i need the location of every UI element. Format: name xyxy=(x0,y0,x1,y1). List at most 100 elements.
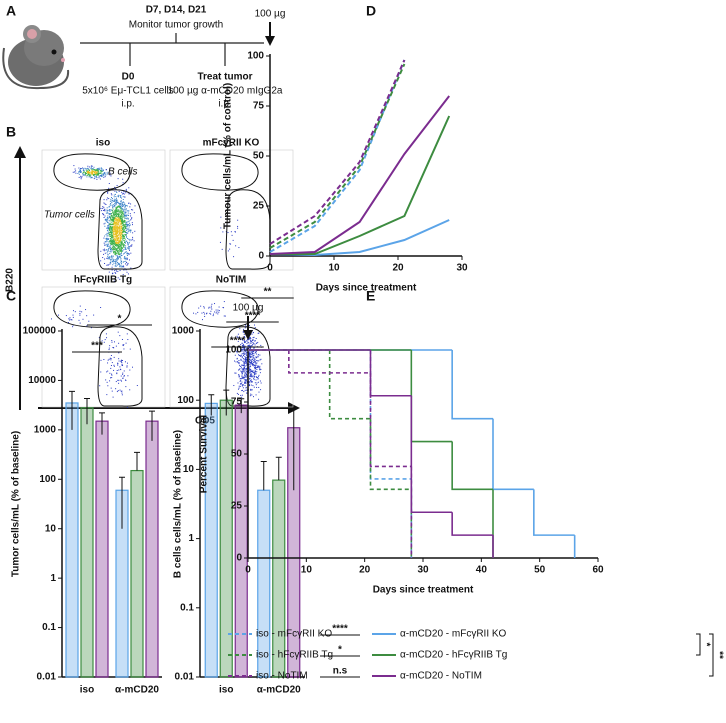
flow-event xyxy=(125,226,127,228)
flow-event xyxy=(82,174,84,176)
flow-event xyxy=(120,261,122,263)
flow-event xyxy=(128,259,130,261)
flow-event xyxy=(130,203,132,205)
flow-event xyxy=(236,335,238,337)
flow-event xyxy=(111,220,113,222)
error-bar xyxy=(84,398,90,425)
flow-event xyxy=(116,199,118,201)
flow-event xyxy=(128,220,130,222)
flow-event xyxy=(246,389,248,391)
flow-event xyxy=(108,246,110,248)
flow-event xyxy=(111,216,113,218)
flow-event xyxy=(244,352,246,354)
flow-event xyxy=(206,312,208,314)
flow-event xyxy=(259,368,261,370)
flow-event xyxy=(245,387,247,389)
flow-event xyxy=(130,230,132,232)
flow-event xyxy=(237,333,239,335)
flow-event xyxy=(107,245,109,247)
flow-event xyxy=(101,174,103,176)
flow-event xyxy=(248,338,250,340)
flow-axis-arrows xyxy=(14,146,300,414)
flow-event xyxy=(242,347,244,349)
flow-event xyxy=(249,361,251,363)
flow-event xyxy=(220,216,222,218)
flow-event xyxy=(103,248,105,250)
y-tick-label: 1000 xyxy=(172,326,195,337)
flow-event xyxy=(121,229,123,231)
flow-event xyxy=(115,247,117,249)
flow-event xyxy=(225,225,227,227)
flow-event xyxy=(118,241,120,243)
flow-event xyxy=(119,247,121,249)
flow-event xyxy=(111,210,113,212)
flow-gate xyxy=(53,290,131,328)
flow-event xyxy=(252,381,254,383)
flow-event xyxy=(244,361,246,363)
flow-event xyxy=(123,348,125,350)
flow-event xyxy=(80,168,82,170)
flow-event xyxy=(245,379,247,381)
flow-event xyxy=(243,328,245,330)
flow-event xyxy=(242,360,244,362)
flow-event xyxy=(252,372,254,374)
flow-event xyxy=(244,345,246,347)
flow-event xyxy=(244,385,246,387)
flow-event xyxy=(122,345,124,347)
flow-event xyxy=(246,365,248,367)
flow-event xyxy=(102,257,104,259)
flow-event xyxy=(251,376,253,378)
flow-event xyxy=(102,213,104,215)
flow-event xyxy=(228,222,230,224)
flow-event xyxy=(131,218,133,220)
flow-event xyxy=(245,382,247,384)
flow-event xyxy=(261,363,263,365)
flow-event xyxy=(118,251,120,253)
flow-event xyxy=(241,385,243,387)
flow-event xyxy=(242,355,244,357)
flow-event xyxy=(244,353,246,355)
flow-event xyxy=(125,247,127,249)
flow-event xyxy=(255,384,257,386)
flow-event xyxy=(122,245,124,247)
flow-event xyxy=(91,173,93,175)
flow-event xyxy=(114,278,116,280)
flow-event xyxy=(248,339,250,341)
flow-event xyxy=(111,266,113,268)
flow-event xyxy=(208,307,210,309)
flow-event xyxy=(119,366,121,368)
flow-event xyxy=(96,170,98,172)
flow-event xyxy=(108,248,110,250)
flow-event xyxy=(116,259,118,261)
flow-event xyxy=(121,365,123,367)
flow-event xyxy=(119,244,121,246)
flow-event xyxy=(119,389,121,391)
flow-event xyxy=(81,176,83,178)
flow-event xyxy=(111,235,113,237)
flow-event xyxy=(114,213,116,215)
significance-label: n.s xyxy=(333,666,348,677)
flow-event xyxy=(88,320,90,322)
flow-event xyxy=(104,339,106,341)
flow-event xyxy=(115,255,117,257)
flow-event xyxy=(132,366,134,368)
flow-event xyxy=(112,227,114,229)
flow-event xyxy=(240,359,242,361)
flow-event xyxy=(120,209,122,211)
flow-event xyxy=(224,315,226,317)
flow-event xyxy=(121,226,123,228)
flow-event xyxy=(111,234,113,236)
flow-event xyxy=(112,220,114,222)
flow-event xyxy=(237,388,239,390)
flow-event xyxy=(115,242,117,244)
flow-event xyxy=(123,229,125,231)
flow-event xyxy=(250,372,252,374)
flow-event xyxy=(108,258,110,260)
flow-event xyxy=(113,212,115,214)
flow-event xyxy=(242,369,244,371)
flow-event xyxy=(85,169,87,171)
flow-event xyxy=(82,167,84,169)
flow-event xyxy=(108,198,110,200)
flow-event xyxy=(242,345,244,347)
flow-event xyxy=(107,235,109,237)
